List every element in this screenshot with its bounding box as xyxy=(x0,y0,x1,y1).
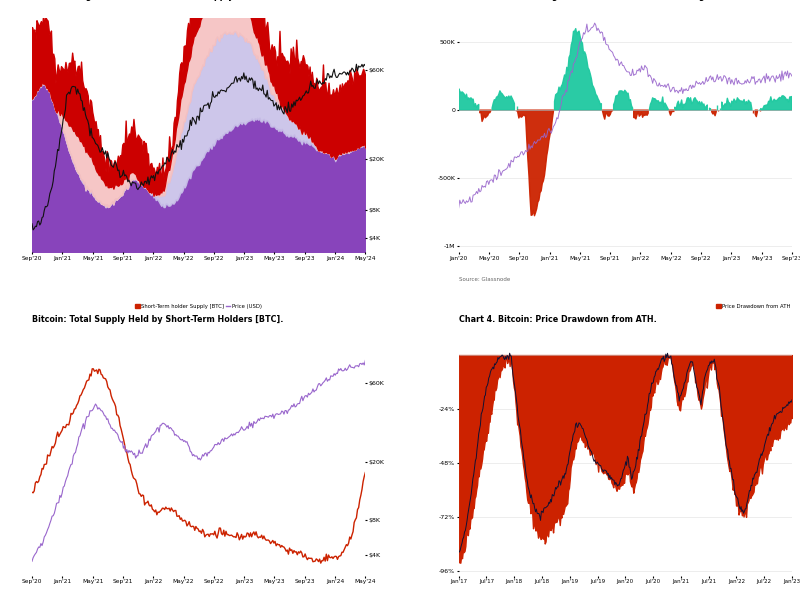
Text: Bitcoin: Total Supply Held by Short-Term Holders [BTC].: Bitcoin: Total Supply Held by Short-Term… xyxy=(32,315,283,324)
Text: Source: Glassnode: Source: Glassnode xyxy=(458,277,510,281)
Legend: Short-Term holder Supply [BTC], Price (USD): Short-Term holder Supply [BTC], Price (U… xyxy=(133,302,264,311)
Text: Chart 4. Bitcoin: Price Drawdown from ATH.: Chart 4. Bitcoin: Price Drawdown from AT… xyxy=(458,315,657,324)
Legend: Price Drawdown from ATH: Price Drawdown from ATH xyxy=(714,302,793,311)
